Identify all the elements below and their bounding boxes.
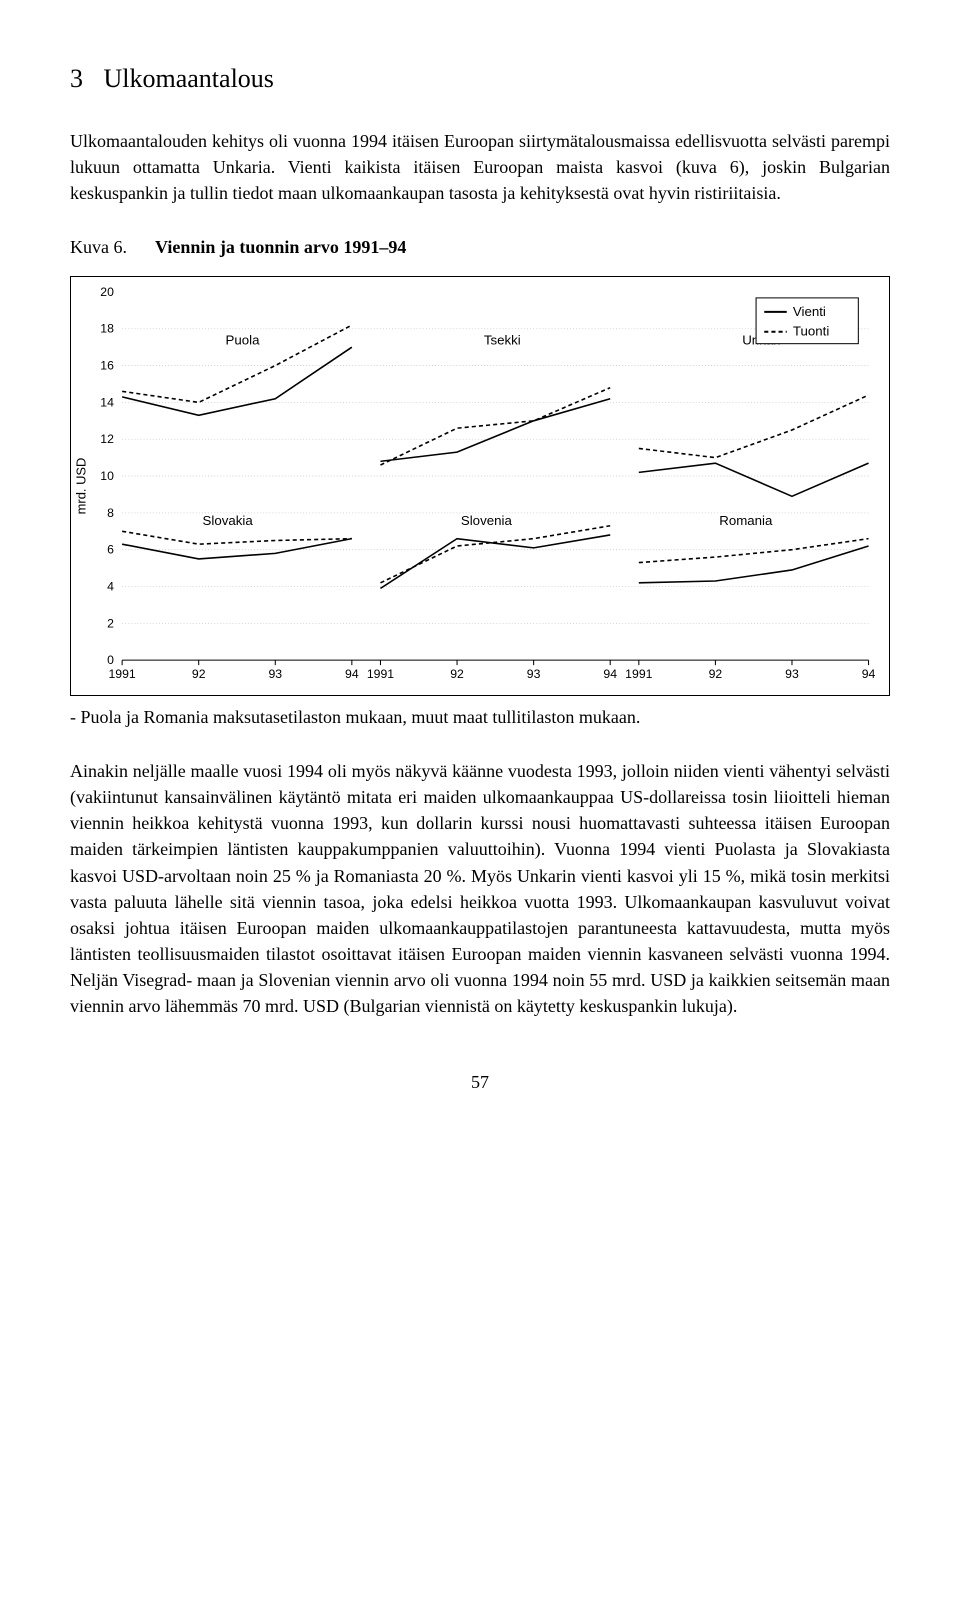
svg-text:Slovenia: Slovenia (461, 513, 513, 528)
figure-title: Viennin ja tuonnin arvo 1991–94 (155, 234, 406, 260)
svg-text:12: 12 (100, 432, 114, 446)
svg-text:94: 94 (862, 667, 876, 681)
svg-text:16: 16 (100, 359, 114, 373)
paragraph-2: Ainakin neljälle maalle vuosi 1994 oli m… (70, 758, 890, 1019)
svg-text:93: 93 (268, 667, 282, 681)
svg-text:4: 4 (107, 580, 114, 594)
svg-text:92: 92 (709, 667, 723, 681)
chart-container: 0 2 4 6 8 10 12 14 16 18 20 mrd. USD 1991 92 93 94 Puola… (70, 276, 890, 696)
svg-text:93: 93 (785, 667, 799, 681)
svg-text:Slovakia: Slovakia (203, 513, 254, 528)
svg-text:6: 6 (107, 543, 114, 557)
svg-text:Vienti: Vienti (793, 304, 826, 319)
chart-footnote: - Puola ja Romania maksutasetilaston muk… (70, 704, 890, 730)
svg-text:8: 8 (107, 506, 114, 520)
svg-text:0: 0 (107, 653, 114, 667)
svg-text:92: 92 (192, 667, 206, 681)
svg-text:1991: 1991 (367, 667, 395, 681)
figure-label: Kuva 6. (70, 234, 127, 260)
svg-text:14: 14 (100, 396, 114, 410)
page-number: 57 (70, 1069, 890, 1095)
svg-text:93: 93 (527, 667, 541, 681)
svg-text:92: 92 (450, 667, 464, 681)
section-number: 3 (70, 64, 83, 93)
svg-text:10: 10 (100, 469, 114, 483)
svg-text:mrd. USD: mrd. USD (73, 458, 88, 515)
svg-text:1991: 1991 (625, 667, 653, 681)
section-title: Ulkomaantalous (104, 64, 274, 93)
section-heading: 3 Ulkomaantalous (70, 60, 890, 98)
svg-text:Puola: Puola (225, 333, 260, 348)
svg-text:1991: 1991 (108, 667, 136, 681)
figure-caption-row: Kuva 6. Viennin ja tuonnin arvo 1991–94 (70, 234, 890, 260)
svg-text:2: 2 (107, 617, 114, 631)
svg-text:Tuonti: Tuonti (793, 324, 830, 339)
svg-text:Romania: Romania (719, 513, 773, 528)
export-import-chart: 0 2 4 6 8 10 12 14 16 18 20 mrd. USD 1991 92 93 94 Puola… (71, 277, 889, 695)
svg-text:18: 18 (100, 322, 114, 336)
svg-text:Tsekki: Tsekki (484, 333, 521, 348)
paragraph-1: Ulkomaantalouden kehitys oli vuonna 1994… (70, 128, 890, 206)
svg-text:94: 94 (603, 667, 617, 681)
svg-text:94: 94 (345, 667, 359, 681)
svg-text:20: 20 (100, 285, 114, 299)
